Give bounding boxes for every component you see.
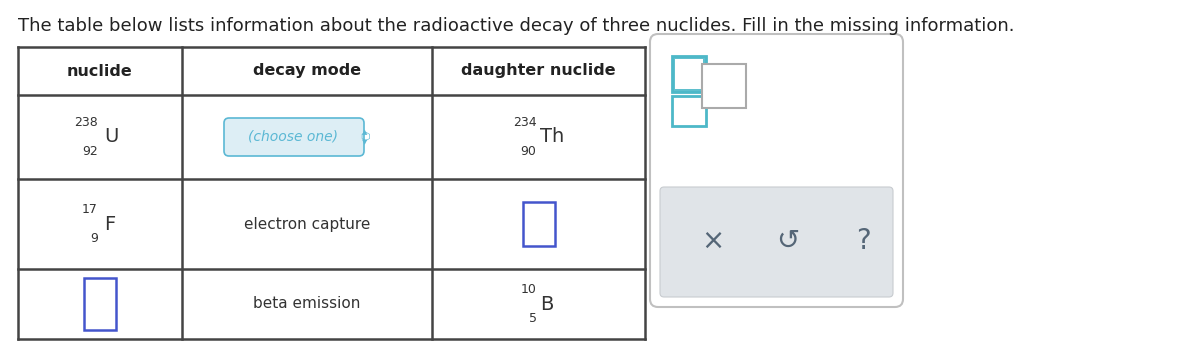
Text: ×: × bbox=[701, 227, 725, 255]
Text: 5: 5 bbox=[528, 312, 536, 325]
Text: beta emission: beta emission bbox=[253, 297, 361, 312]
Bar bbox=[702, 64, 746, 108]
Text: ↺: ↺ bbox=[776, 227, 799, 255]
Bar bbox=[674, 59, 703, 89]
FancyBboxPatch shape bbox=[660, 187, 893, 297]
Text: 10: 10 bbox=[521, 283, 536, 296]
Text: ▼: ▼ bbox=[362, 139, 367, 145]
Text: ?: ? bbox=[856, 227, 870, 255]
Text: 17: 17 bbox=[82, 203, 98, 216]
Text: (choose one): (choose one) bbox=[248, 130, 338, 144]
Text: nuclide: nuclide bbox=[67, 64, 133, 79]
Bar bbox=[672, 96, 706, 126]
Bar bbox=[84, 278, 116, 330]
Text: The table below lists information about the radioactive decay of three nuclides.: The table below lists information about … bbox=[18, 17, 1014, 35]
Text: 238: 238 bbox=[74, 116, 98, 129]
Text: F: F bbox=[104, 215, 115, 233]
Text: ▲: ▲ bbox=[362, 129, 367, 135]
Text: Th: Th bbox=[540, 127, 565, 146]
FancyBboxPatch shape bbox=[224, 118, 364, 156]
Text: U: U bbox=[104, 127, 119, 146]
Bar bbox=[522, 202, 554, 246]
Text: decay mode: decay mode bbox=[253, 64, 361, 79]
Text: electron capture: electron capture bbox=[244, 216, 370, 231]
FancyBboxPatch shape bbox=[650, 34, 904, 307]
Bar bbox=[672, 56, 706, 92]
Text: 92: 92 bbox=[83, 145, 98, 158]
Text: 9: 9 bbox=[90, 232, 98, 245]
Text: 90: 90 bbox=[521, 145, 536, 158]
Text: 234: 234 bbox=[512, 116, 536, 129]
Text: ⬡: ⬡ bbox=[360, 132, 370, 142]
Bar bbox=[672, 56, 706, 92]
Text: daughter nuclide: daughter nuclide bbox=[461, 64, 616, 79]
Text: B: B bbox=[540, 295, 554, 313]
